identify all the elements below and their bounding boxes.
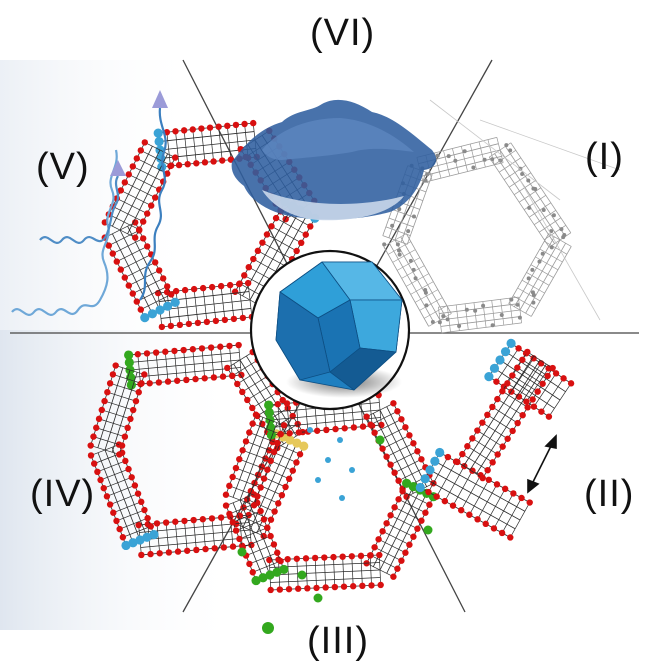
framework-sector-i (382, 100, 620, 333)
center-polyhedron (251, 251, 409, 409)
sector-label-i: (I) (585, 138, 624, 176)
double-arrow-icon (528, 436, 556, 492)
sector-label-iv: (IV) (30, 475, 95, 513)
sector-label-iii: (III) (307, 622, 369, 660)
sector-label-ii: (II) (584, 475, 634, 513)
sector-label-vi: (VI) (310, 14, 375, 52)
cloud-icon (232, 100, 437, 220)
sector-label-v: (V) (36, 148, 90, 186)
